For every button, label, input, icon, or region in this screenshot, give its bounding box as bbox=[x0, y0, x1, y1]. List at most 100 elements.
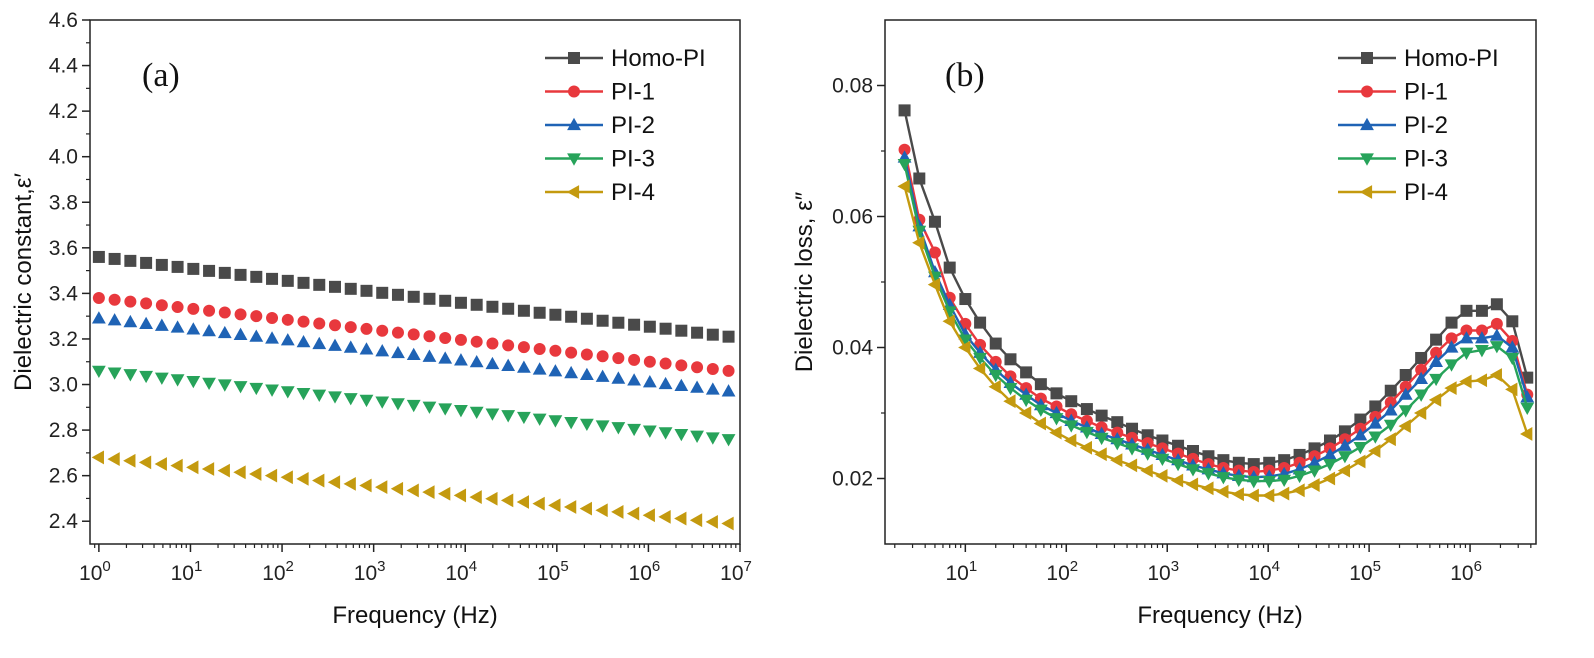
panel-b-data-point bbox=[1033, 416, 1046, 431]
panel-a-data-point bbox=[343, 393, 358, 406]
panel-a-data-point bbox=[154, 372, 169, 385]
panel-b-data-point bbox=[1414, 371, 1429, 385]
panel-a-data-point bbox=[124, 254, 137, 267]
panel-a-series-pi-2 bbox=[91, 311, 736, 397]
panel-a-data-point bbox=[391, 288, 404, 301]
panel-b-data-point bbox=[1307, 478, 1320, 492]
panel-b-data-point bbox=[972, 361, 986, 376]
panel-a-legend-marker bbox=[567, 153, 581, 166]
panel-b-data-point bbox=[1246, 488, 1259, 503]
panel-b-data-point bbox=[1489, 328, 1504, 341]
panel-a-data-point bbox=[107, 452, 120, 466]
panel-a-legend-marker bbox=[568, 85, 580, 98]
panel-a-data-point bbox=[658, 427, 673, 440]
panel-b-data-point bbox=[1292, 483, 1305, 498]
panel-b-legend-label: Homo-PI bbox=[1404, 45, 1499, 72]
panel-b-data-point bbox=[1155, 468, 1168, 483]
panel-a-data-point bbox=[580, 348, 593, 361]
panel-b-data-point bbox=[1276, 486, 1290, 501]
panel-b-data-point bbox=[1322, 471, 1336, 486]
panel-a-data-point bbox=[502, 339, 515, 352]
panel-b-data-point bbox=[898, 104, 911, 117]
panel-a-series-pi-1 bbox=[92, 291, 735, 377]
panel-a-data-point bbox=[375, 396, 390, 409]
panel-a-data-point bbox=[139, 316, 154, 330]
panel-b-data-point bbox=[1307, 455, 1322, 468]
panel-b-data-point bbox=[1445, 316, 1458, 329]
panel-a-data-point bbox=[470, 298, 483, 311]
panel-b-data-point bbox=[1155, 453, 1170, 467]
panel-a-data-point bbox=[233, 465, 246, 480]
panel-b-legend-item: PI-1 bbox=[1338, 79, 1448, 106]
panel-a-data-point bbox=[532, 413, 547, 426]
panel-b-legend-marker bbox=[1361, 85, 1373, 98]
panel-a-data-point bbox=[517, 360, 531, 373]
panel-b-data-point bbox=[1475, 324, 1488, 337]
panel-a-data-point bbox=[659, 322, 672, 335]
panel-a-data-point bbox=[406, 347, 421, 361]
panel-a-data-point bbox=[722, 330, 735, 343]
panel-a-data-point bbox=[170, 374, 185, 387]
panel-b-data-point bbox=[897, 159, 912, 172]
panel-b-data-point bbox=[1186, 464, 1200, 477]
panel-b-data-point bbox=[928, 215, 941, 228]
panel-a-data-point bbox=[218, 306, 231, 319]
panel-b-data-point bbox=[1369, 400, 1382, 413]
panel-a-data-point bbox=[674, 378, 689, 391]
panel-a-data-point bbox=[407, 328, 420, 341]
panel-a-data-point bbox=[139, 370, 154, 384]
panel-b-data-point bbox=[1414, 389, 1429, 402]
panel-a-data-point bbox=[92, 250, 105, 263]
panel-a-legend: Homo-PI PI-1 PI-2 PI-3 PI-4 bbox=[545, 45, 706, 206]
panel-a-data-point bbox=[469, 354, 484, 368]
panel-a-data-point bbox=[422, 401, 437, 414]
panel-a-data-point bbox=[642, 425, 657, 438]
panel-a-data-point bbox=[454, 296, 467, 309]
panel-a-y-tick-label: 3.0 bbox=[49, 374, 78, 397]
panel-a-data-point bbox=[91, 365, 106, 379]
panel-b-data-point bbox=[1307, 465, 1322, 478]
panel-b-data-point bbox=[1353, 428, 1368, 441]
panel-a-data-point bbox=[249, 382, 264, 396]
panel-b-data-point bbox=[898, 143, 911, 156]
panel-b-data-point bbox=[1459, 374, 1472, 389]
panel-b-data-point bbox=[1384, 384, 1397, 397]
panel-b-data-point bbox=[1262, 476, 1277, 489]
panel-b-legend-label: PI-2 bbox=[1404, 112, 1448, 139]
panel-a-data-point bbox=[595, 420, 610, 433]
panel-b-data-point bbox=[928, 246, 941, 259]
panel-a-data-point bbox=[674, 428, 689, 442]
panel-a-legend-marker bbox=[568, 52, 580, 64]
panel-a-data-point bbox=[691, 326, 704, 339]
panel-b-data-point bbox=[942, 314, 955, 329]
panel-a-data-point bbox=[171, 301, 184, 314]
panel-b-data-point bbox=[1018, 406, 1032, 420]
panel-b-data-point bbox=[913, 172, 926, 185]
panel-b-data-point bbox=[1323, 458, 1337, 472]
panel-a-data-point bbox=[705, 432, 720, 445]
panel-a-data-point bbox=[407, 290, 420, 303]
panel-a-legend-label: Homo-PI bbox=[611, 45, 706, 72]
panel-a-data-point bbox=[595, 503, 608, 518]
panel-a-data-point bbox=[548, 498, 561, 513]
panel-a-data-point bbox=[343, 476, 356, 491]
panel-a-legend-label: PI-2 bbox=[611, 112, 655, 139]
panel-a-legend-label: PI-4 bbox=[611, 179, 655, 206]
panel-b-data-point bbox=[1064, 433, 1077, 448]
panel-a-data-point bbox=[217, 463, 230, 478]
panel-a-y-tick-label: 3.8 bbox=[49, 191, 78, 214]
panel-a-data-point bbox=[722, 364, 735, 377]
panel-b-x-tick-label: 104 bbox=[1248, 558, 1280, 585]
panel-b-data-point bbox=[973, 352, 987, 366]
panel-b-data-point bbox=[1415, 363, 1428, 376]
panel-a-data-point bbox=[233, 327, 248, 340]
panel-b-data-point bbox=[1368, 431, 1383, 444]
panel-a-y-tick-label: 4.4 bbox=[49, 55, 79, 78]
panel-a-data-point bbox=[595, 369, 610, 382]
panel-b-series-pi-4 bbox=[897, 179, 1533, 503]
panel-a-data-point bbox=[502, 302, 515, 315]
panel-a-data-point bbox=[422, 485, 435, 500]
panel-a-series-pi-3 bbox=[91, 365, 736, 447]
panel-a-data-point bbox=[360, 284, 373, 297]
panel-a-data-point bbox=[123, 314, 138, 328]
